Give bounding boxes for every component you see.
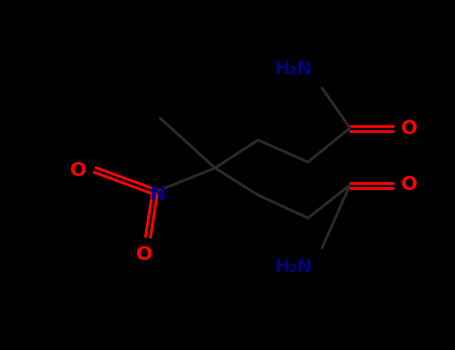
Text: H₂N: H₂N <box>274 60 312 78</box>
Text: O: O <box>136 245 152 264</box>
Text: N: N <box>149 184 165 203</box>
Text: H₂N: H₂N <box>274 258 312 276</box>
Text: O: O <box>71 161 87 180</box>
Text: O: O <box>401 175 418 195</box>
Text: O: O <box>401 119 418 138</box>
